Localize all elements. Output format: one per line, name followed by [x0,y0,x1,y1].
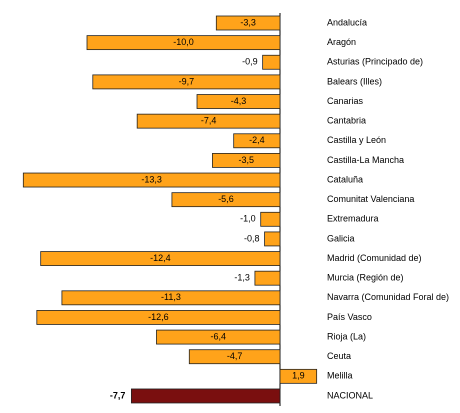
bar [215,15,281,31]
bar [92,74,281,90]
category-label: Castilla y León [327,135,386,145]
bar [264,231,281,247]
bar [188,349,281,365]
bar [22,172,281,188]
category-label: Cantabria [327,116,366,126]
value-label: -1,0 [240,214,256,224]
category-label: Asturias (Principado de) [327,57,423,67]
category-label: Extremadura [327,214,379,224]
category-label: Murcia (Región de) [327,273,404,283]
value-label: -13,3 [141,174,162,184]
category-label: Castilla-La Mancha [327,155,404,165]
value-label: 1,9 [292,371,305,381]
value-label: -12,6 [148,312,169,322]
value-label: -4,3 [231,96,247,106]
category-label: Balears (Illes) [327,76,382,86]
category-label: Navarra (Comunidad Foral de) [327,292,449,302]
category-label: Melilla [327,371,353,381]
bar [61,290,281,306]
category-label: País Vasco [327,312,372,322]
value-label: -12,4 [150,253,171,263]
category-label: Canarias [327,96,364,106]
value-label: -2,4 [249,135,265,145]
category-label: Madrid (Comunidad de) [327,253,422,263]
category-label: Galicia [327,233,355,243]
bar [171,192,281,208]
value-label: -6,4 [210,331,226,341]
category-label: Comunitat Valenciana [327,194,414,204]
category-label: Andalucía [327,17,367,27]
category-label: NACIONAL [327,390,373,400]
value-label: -11,3 [161,292,181,302]
value-label: -7,4 [201,116,217,126]
bar [130,388,281,404]
bar [254,270,281,286]
value-label: -9,7 [179,76,195,86]
bar [40,251,281,266]
category-label: Aragón [327,37,356,47]
bar [279,368,318,384]
value-label: -3,3 [240,17,256,27]
category-label: Cataluña [327,174,363,184]
value-label: -10,0 [173,37,194,47]
value-label: -0,8 [244,233,260,243]
bar [262,54,281,70]
bar [36,310,281,325]
value-label: -5,6 [218,194,234,204]
bar [86,35,281,51]
bar [156,329,281,345]
bar [260,211,281,227]
bar [233,133,281,149]
value-label: -0,9 [242,57,258,67]
value-label: -1,3 [234,273,250,283]
bar [196,94,281,109]
bar [136,113,281,129]
bar [212,153,281,168]
category-label: Rioja (La) [327,331,366,341]
value-label: -3,5 [238,155,254,165]
value-label: -4,7 [227,351,243,361]
category-label: Ceuta [327,351,351,361]
value-label: -7,7 [110,390,126,400]
